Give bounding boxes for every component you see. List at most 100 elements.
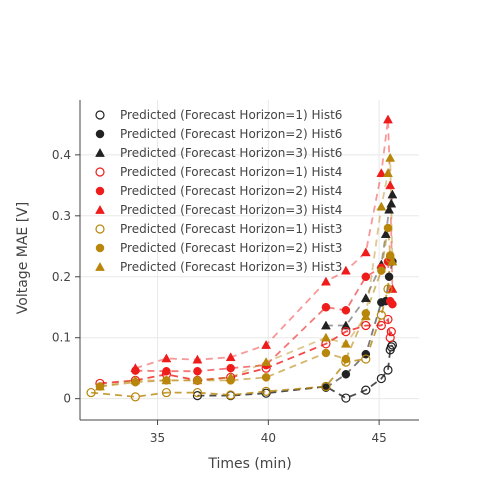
- data-point: [376, 168, 387, 177]
- data-point: [193, 366, 202, 376]
- legend-label: Predicted (Forecast Horizon=1) Hist6: [120, 108, 342, 122]
- legend-marker: [95, 129, 105, 139]
- data-point: [321, 320, 331, 330]
- y-tick-label: 0.2: [52, 270, 71, 284]
- data-point: [376, 320, 386, 331]
- data-point: [341, 327, 351, 337]
- data-point: [321, 276, 331, 286]
- data-point: [383, 114, 393, 124]
- data-point: [130, 375, 141, 385]
- data-point: [225, 372, 236, 382]
- data-point: [386, 198, 397, 208]
- data-point: [383, 284, 393, 294]
- x-tick-label: 45: [371, 431, 386, 445]
- legend-label: Predicted (Forecast Horizon=1) Hist3: [120, 222, 342, 236]
- data-point: [376, 201, 387, 211]
- y-tick-label: 0.3: [52, 209, 71, 223]
- data-point: [161, 353, 172, 363]
- legend-label: Predicted (Forecast Horizon=3) Hist6: [120, 146, 342, 160]
- data-point: [383, 168, 393, 177]
- legend-marker: [95, 147, 105, 157]
- data-point: [192, 387, 203, 398]
- legend-label: Predicted (Forecast Horizon=2) Hist3: [120, 241, 342, 255]
- data-point: [261, 373, 271, 382]
- data-point: [261, 357, 272, 366]
- data-point: [360, 311, 371, 321]
- data-point: [161, 387, 172, 398]
- data-point: [387, 256, 398, 266]
- data-point: [384, 204, 395, 214]
- data-point: [130, 363, 141, 373]
- y-tick-label: 0.4: [52, 148, 71, 162]
- legend-marker: [95, 224, 105, 234]
- x-tick-label: 35: [150, 431, 165, 445]
- legend: Predicted (Forecast Horizon=1) Hist6 Pred…: [95, 108, 342, 274]
- x-tick-label: 40: [261, 431, 276, 445]
- data-point: [361, 349, 371, 359]
- legend-label: Predicted (Forecast Horizon=2) Hist6: [120, 127, 342, 141]
- data-point: [321, 332, 331, 342]
- data-point: [383, 223, 393, 233]
- y-tick-label: 0: [63, 392, 71, 406]
- data-point: [388, 299, 397, 309]
- legend-label: Predicted (Forecast Horizon=3) Hist4: [120, 203, 342, 217]
- data-point: [383, 365, 393, 375]
- x-axis-title: Times (min): [207, 456, 291, 472]
- series-line: [325, 194, 394, 327]
- data-point: [161, 375, 172, 385]
- data-point: [360, 293, 371, 302]
- data-point: [341, 354, 351, 364]
- axes: 35 40 45 0 0.1 0.2 0.3 0.4: [52, 100, 419, 445]
- y-axis-title: Voltage MAE [V]: [15, 202, 31, 314]
- data-point: [225, 352, 236, 362]
- legend-marker: [95, 167, 105, 177]
- data-point: [261, 340, 272, 349]
- series-line: [99, 317, 393, 385]
- data-point: [386, 327, 396, 337]
- legend-label: Predicted (Forecast Horizon=3) Hist3: [120, 260, 342, 274]
- data-point: [95, 381, 105, 391]
- legend-label: Predicted (Forecast Horizon=1) Hist4: [120, 165, 342, 179]
- data-point: [361, 354, 371, 364]
- legend-label: Predicted (Forecast Horizon=2) Hist4: [120, 184, 342, 198]
- data-point: [341, 393, 351, 403]
- data-point: [341, 306, 351, 315]
- data-point: [130, 392, 140, 402]
- data-point: [361, 272, 371, 282]
- data-point: [340, 338, 351, 348]
- legend-marker: [95, 204, 105, 214]
- data-point: [192, 375, 203, 385]
- data-point: [361, 385, 371, 395]
- data-point: [321, 348, 331, 358]
- data-point: [162, 366, 171, 376]
- data-point: [261, 386, 271, 396]
- data-point: [383, 314, 393, 325]
- series-line: [197, 344, 394, 400]
- legend-marker: [95, 186, 105, 196]
- data-point: [361, 320, 371, 331]
- legend-marker: [95, 243, 105, 253]
- data-point: [385, 152, 396, 162]
- data-point: [86, 387, 96, 398]
- data-point: [385, 333, 395, 343]
- data-point: [226, 363, 235, 373]
- data-point: [377, 266, 386, 275]
- data-point: [341, 370, 351, 379]
- data-point: [340, 265, 351, 275]
- data-point: [321, 381, 331, 392]
- data-point: [385, 180, 396, 190]
- series-markers: [86, 114, 398, 403]
- data-point: [321, 302, 331, 312]
- data-point: [387, 189, 398, 199]
- data-point: [384, 272, 394, 282]
- y-tick-label: 0.1: [52, 331, 71, 345]
- legend-marker: [95, 110, 105, 120]
- data-point: [376, 310, 386, 320]
- data-point: [226, 390, 236, 400]
- data-point: [360, 247, 371, 257]
- data-point: [192, 391, 203, 401]
- legend-marker: [95, 261, 105, 271]
